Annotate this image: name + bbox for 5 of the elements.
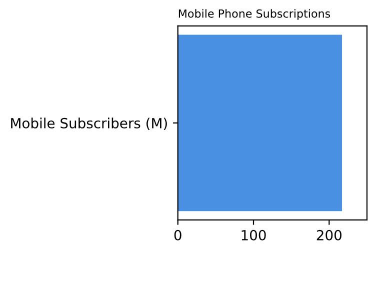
x-tick-label: 100 xyxy=(242,230,266,240)
x-tick-label: 200 xyxy=(316,230,342,240)
chart-title: Mobile Phone Subscriptions xyxy=(178,9,330,20)
y-tick-label: Mobile Subscribers (M) xyxy=(11,118,167,130)
x-tick-label: 0 xyxy=(174,230,182,240)
